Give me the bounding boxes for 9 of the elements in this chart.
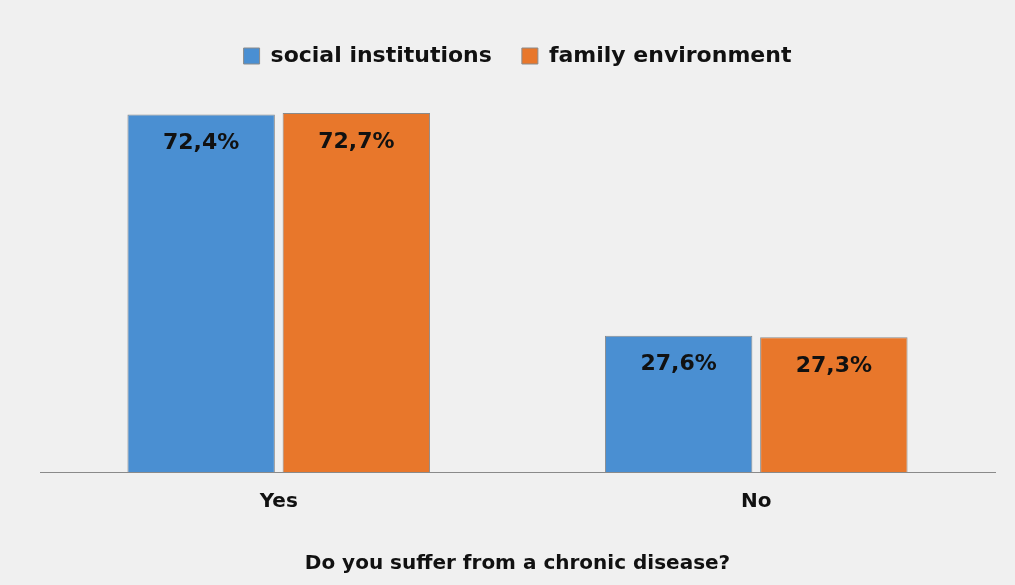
x-tick-label: Yes	[258, 488, 298, 513]
data-label: 27,6%	[640, 350, 717, 376]
x-axis-title: Do you suffer from a chronic disease?	[304, 550, 731, 575]
data-label: 72,7%	[318, 127, 395, 153]
legend-label: social institutions	[270, 41, 492, 67]
x-tick-label: No	[741, 488, 772, 513]
data-label: 72,4%	[162, 129, 240, 155]
data-label: 27,3%	[795, 351, 873, 377]
legend-label: family environment	[548, 41, 792, 67]
